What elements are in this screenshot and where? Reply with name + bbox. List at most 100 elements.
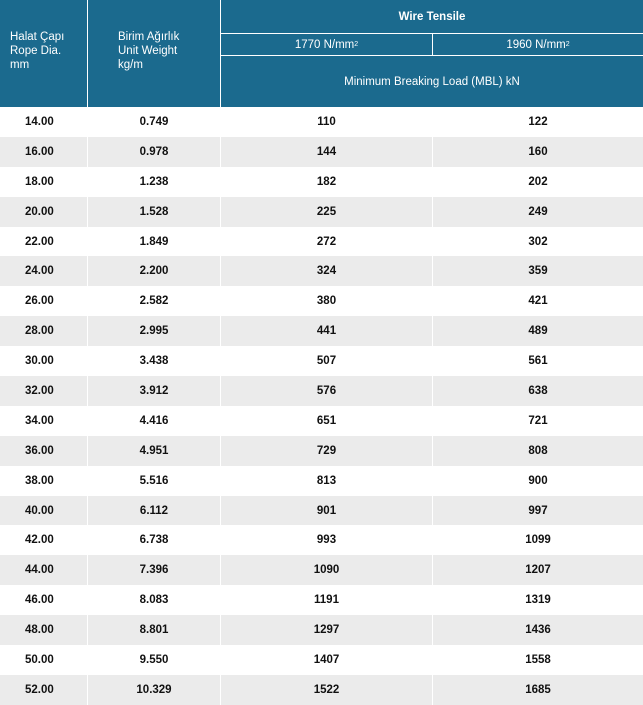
table-row: 22.00 1.849 272 302 [0, 226, 643, 257]
column-divider [87, 674, 88, 705]
header-tensile-1770: 1770 N/mm 2 [221, 34, 433, 56]
column-divider [220, 525, 221, 556]
cell-mbl-1960: 359 [528, 265, 548, 278]
cell-mbl-1770: 324 [316, 265, 337, 278]
column-divider [87, 316, 88, 347]
cell-mbl-1960: 997 [528, 504, 548, 517]
cell-rope-diameter: 34.00 [25, 414, 54, 427]
column-divider [432, 256, 433, 287]
cell-mbl-1770: 380 [316, 295, 337, 308]
cell-mbl-1960: 202 [528, 175, 548, 188]
cell-unit-weight: 4.951 [139, 444, 169, 457]
cell-mbl-1770: 272 [316, 235, 337, 248]
cell-unit-weight: 4.416 [139, 414, 169, 427]
header-rope-diameter-line: Halat Çapı [10, 31, 65, 43]
column-divider [432, 405, 433, 436]
cell-mbl-1770: 729 [316, 444, 337, 457]
cell-unit-weight: 6.738 [139, 534, 169, 547]
cell-unit-weight: 3.438 [139, 355, 169, 368]
cell-rope-diameter: 44.00 [25, 564, 54, 577]
table-row: 20.00 1.528 225 249 [0, 196, 643, 227]
column-divider [87, 525, 88, 556]
table-row: 26.00 2.582 380 421 [0, 286, 643, 317]
column-divider [87, 286, 88, 317]
cell-mbl-1960: 489 [528, 325, 548, 338]
column-divider [432, 525, 433, 556]
column-divider [220, 555, 221, 586]
table-row: 42.00 6.738 993 1099 [0, 525, 643, 556]
column-divider [87, 585, 88, 616]
header-unit-weight-line: Unit Weight [118, 45, 178, 57]
column-divider [87, 376, 88, 406]
cell-rope-diameter: 24.00 [25, 265, 54, 278]
cell-unit-weight: 7.396 [139, 564, 169, 577]
column-divider [220, 136, 221, 167]
cell-rope-diameter: 48.00 [25, 624, 54, 637]
column-divider [220, 346, 221, 377]
column-divider [432, 615, 433, 646]
table-header: Halat Çapı Rope Dia. mm Birim Ağırlık Un… [0, 0, 643, 107]
cell-mbl-1770: 1191 [314, 594, 339, 607]
cell-unit-weight: 8.801 [139, 624, 169, 637]
column-divider [220, 435, 221, 466]
table-row: 14.00 0.749 110 122 [0, 107, 643, 137]
column-divider [220, 226, 221, 257]
column-divider [220, 286, 221, 317]
column-divider [432, 435, 433, 466]
cell-rope-diameter: 18.00 [25, 175, 54, 188]
header-unit-weight-line: Birim Ağırlık [118, 31, 180, 43]
column-divider [220, 196, 221, 227]
cell-unit-weight: 3.912 [139, 384, 169, 397]
header-tensile-1770-label: 1770 N/mm [294, 38, 355, 51]
column-divider [220, 465, 221, 496]
cell-mbl-1960: 1436 [525, 624, 551, 637]
header-rope-diameter-line: mm [10, 59, 30, 71]
column-divider [220, 615, 221, 646]
cell-unit-weight: 2.200 [139, 265, 169, 278]
column-divider [220, 256, 221, 287]
column-divider [432, 286, 433, 317]
cell-mbl-1770: 1407 [313, 653, 340, 666]
cell-unit-weight: 2.995 [139, 325, 169, 338]
table-row: 16.00 0.978 144 160 [0, 136, 643, 167]
cell-mbl-1770: 993 [316, 534, 337, 547]
column-divider [432, 226, 433, 257]
column-divider [87, 256, 88, 287]
cell-mbl-1960: 122 [528, 115, 548, 128]
column-divider [220, 405, 221, 436]
table-row: 34.00 4.416 651 721 [0, 405, 643, 436]
header-unit-weight-line: kg/m [118, 59, 143, 71]
cell-unit-weight: 6.112 [139, 504, 169, 517]
cell-mbl-1960: 1685 [525, 683, 551, 696]
cell-mbl-1960: 302 [528, 235, 548, 248]
cell-mbl-1770: 1297 [313, 624, 340, 637]
cell-rope-diameter: 42.00 [25, 534, 54, 547]
column-divider [432, 376, 433, 406]
column-divider [432, 495, 433, 526]
cell-rope-diameter: 46.00 [25, 594, 54, 607]
header-rope-diameter: Halat Çapı Rope Dia. mm [0, 0, 88, 107]
cell-mbl-1960: 721 [528, 414, 548, 427]
table-row: 50.00 9.550 1407 1558 [0, 645, 643, 675]
cell-rope-diameter: 50.00 [25, 653, 54, 666]
column-divider [432, 674, 433, 705]
cell-rope-diameter: 22.00 [25, 235, 54, 248]
cell-rope-diameter: 36.00 [25, 444, 54, 457]
cell-unit-weight: 0.978 [139, 145, 169, 158]
cell-rope-diameter: 28.00 [25, 325, 54, 338]
table-row: 52.00 10.329 1522 1685 [0, 674, 643, 705]
column-divider [220, 107, 221, 137]
column-divider [432, 645, 433, 675]
header-tensile-1960: 1960 N/mm 2 [433, 34, 643, 56]
cell-mbl-1960: 1099 [525, 534, 551, 547]
column-divider [432, 555, 433, 586]
column-divider [87, 166, 88, 197]
cell-mbl-1770: 813 [316, 474, 337, 487]
cell-mbl-1960: 421 [528, 295, 548, 308]
column-divider [87, 495, 88, 526]
table-row: 32.00 3.912 576 638 [0, 376, 643, 406]
cell-mbl-1770: 110 [317, 115, 336, 128]
cell-unit-weight: 1.849 [139, 235, 169, 248]
column-divider [87, 465, 88, 496]
